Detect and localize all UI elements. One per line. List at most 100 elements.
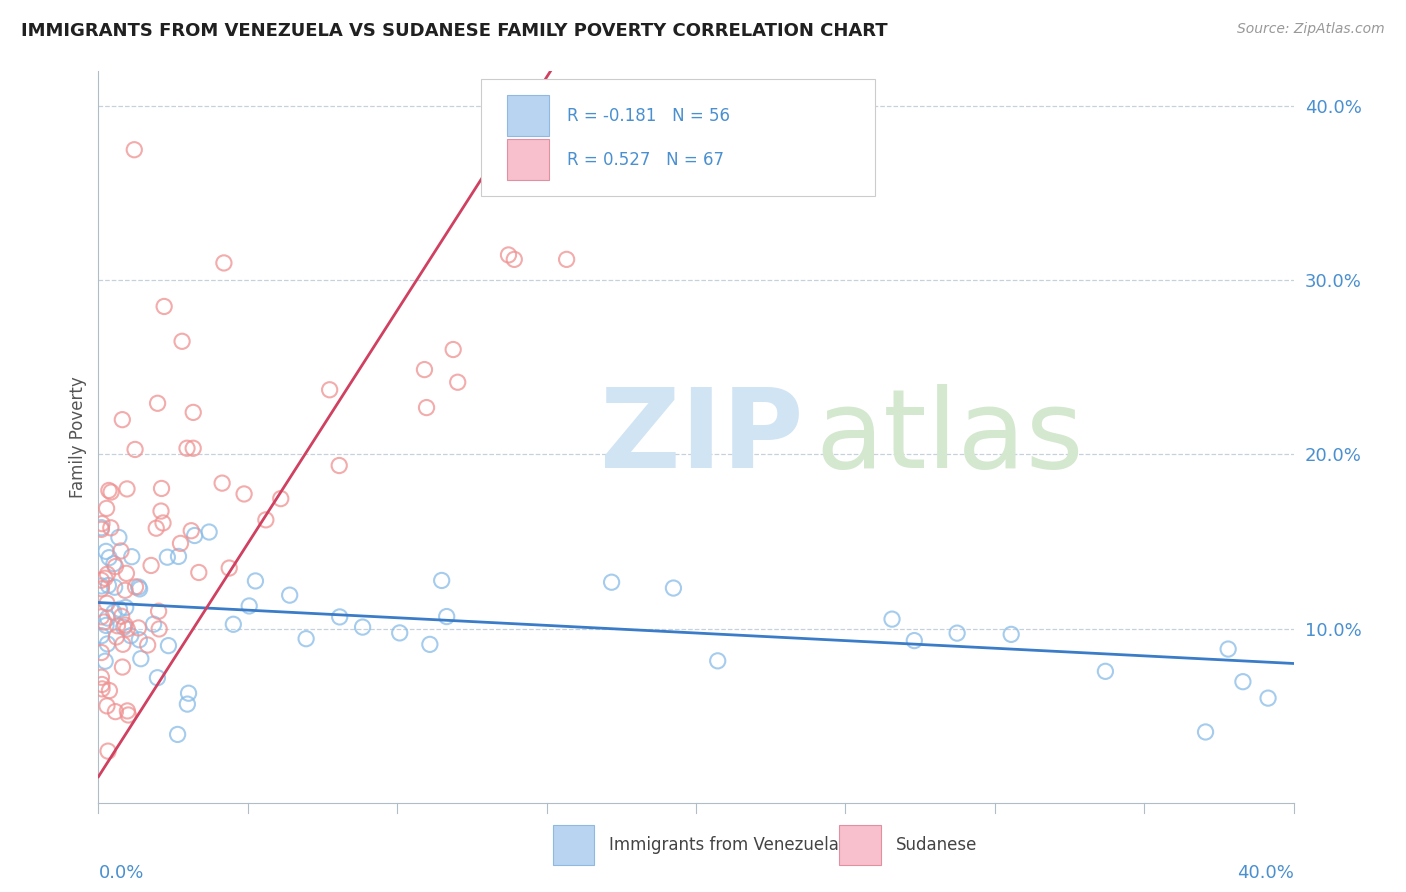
Bar: [839, 825, 882, 865]
Point: [124, 442, 146, 457]
Point: [90, 579, 112, 593]
Point: [1094, 665, 1116, 679]
Point: [1232, 674, 1254, 689]
Point: [218, 561, 240, 575]
Point: [93, 615, 115, 629]
Point: [120, 629, 142, 643]
Point: [128, 632, 150, 647]
Point: [503, 252, 526, 267]
Point: [148, 622, 170, 636]
Point: [105, 630, 128, 644]
Point: [110, 544, 132, 558]
Point: [104, 705, 127, 719]
Point: [111, 637, 134, 651]
Point: [94, 618, 117, 632]
Point: [238, 599, 260, 613]
Point: [187, 566, 209, 580]
Text: R = -0.181   N = 56: R = -0.181 N = 56: [567, 107, 730, 125]
Point: [108, 531, 131, 545]
Point: [97, 483, 120, 498]
Point: [430, 574, 453, 588]
Point: [111, 609, 134, 624]
Point: [97, 744, 120, 758]
Point: [146, 671, 169, 685]
Text: 40.0%: 40.0%: [1237, 863, 1294, 882]
Point: [91, 681, 114, 696]
Point: [90, 670, 112, 684]
Point: [180, 524, 202, 538]
Point: [415, 401, 437, 415]
Point: [107, 618, 129, 632]
Point: [1257, 691, 1279, 706]
Point: [145, 521, 167, 535]
Point: [352, 620, 374, 634]
Point: [100, 485, 122, 500]
Point: [90, 629, 112, 643]
Point: [318, 383, 340, 397]
Point: [124, 143, 146, 157]
Point: [1000, 627, 1022, 641]
Bar: [508, 139, 548, 179]
Y-axis label: Family Poverty: Family Poverty: [69, 376, 87, 498]
Point: [139, 558, 162, 573]
Point: [96, 611, 118, 625]
Point: [96, 501, 118, 516]
Point: [150, 482, 173, 496]
Point: [946, 626, 969, 640]
Text: ZIP: ZIP: [600, 384, 804, 491]
Point: [128, 582, 150, 596]
Point: [706, 654, 728, 668]
Point: [90, 646, 112, 660]
Point: [150, 504, 173, 518]
Text: Source: ZipAtlas.com: Source: ZipAtlas.com: [1237, 22, 1385, 37]
Point: [167, 549, 190, 564]
Point: [152, 516, 174, 530]
Point: [115, 482, 138, 496]
Point: [117, 704, 139, 718]
Bar: [553, 825, 595, 865]
Point: [181, 442, 204, 456]
Point: [112, 620, 135, 634]
Point: [233, 487, 256, 501]
Point: [222, 617, 245, 632]
Point: [91, 677, 114, 691]
Point: [245, 574, 267, 588]
Text: R = 0.527   N = 67: R = 0.527 N = 67: [567, 151, 724, 169]
Point: [96, 567, 118, 582]
Point: [108, 602, 131, 616]
Point: [114, 583, 136, 598]
Point: [94, 654, 117, 668]
Point: [94, 571, 117, 585]
Point: [148, 604, 170, 618]
Point: [91, 516, 114, 531]
Point: [295, 632, 318, 646]
Point: [555, 252, 578, 267]
Point: [388, 626, 411, 640]
Point: [94, 544, 117, 558]
Point: [198, 524, 221, 539]
Point: [90, 609, 112, 624]
Point: [212, 256, 235, 270]
Point: [172, 334, 194, 349]
Point: [153, 300, 176, 314]
Point: [329, 610, 352, 624]
Point: [177, 686, 200, 700]
Point: [111, 412, 134, 426]
Point: [90, 522, 112, 536]
Point: [97, 578, 120, 592]
Point: [114, 618, 136, 632]
Point: [136, 638, 159, 652]
Point: [129, 651, 152, 665]
Point: [181, 405, 204, 419]
Point: [96, 698, 118, 713]
Text: IMMIGRANTS FROM VENEZUELA VS SUDANESE FAMILY POVERTY CORRELATION CHART: IMMIGRANTS FROM VENEZUELA VS SUDANESE FA…: [21, 22, 887, 40]
Point: [156, 550, 179, 565]
Point: [111, 660, 134, 674]
Point: [270, 491, 292, 506]
Point: [90, 521, 112, 535]
Point: [115, 622, 138, 636]
Point: [103, 557, 125, 571]
Point: [662, 581, 685, 595]
Point: [498, 248, 520, 262]
Point: [1194, 725, 1216, 739]
